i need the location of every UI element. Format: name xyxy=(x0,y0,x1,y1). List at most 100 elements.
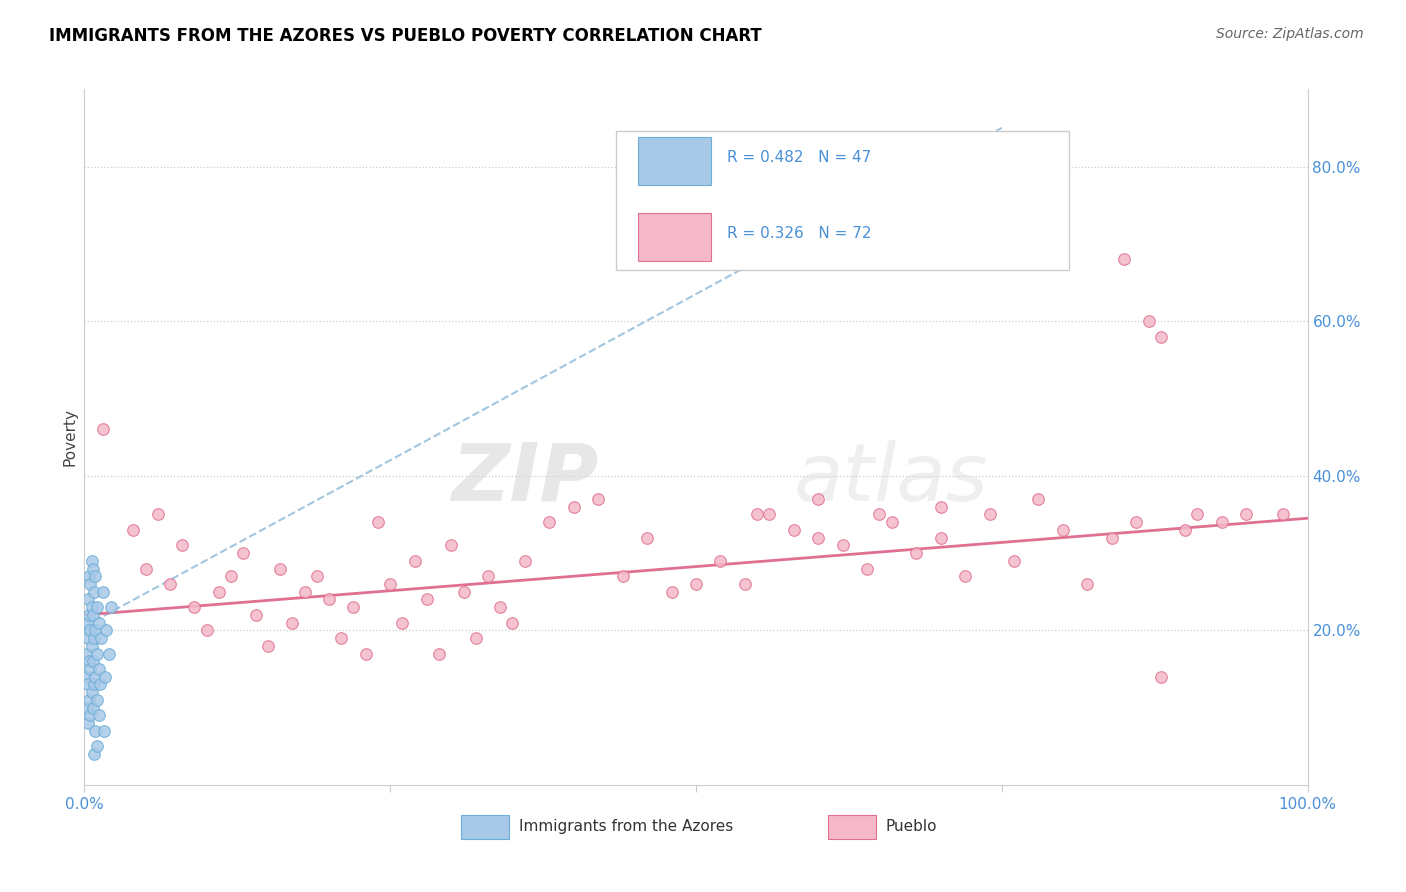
Point xyxy=(905,546,928,560)
Point xyxy=(82,607,104,622)
Point xyxy=(586,491,609,506)
Point xyxy=(77,716,100,731)
Point xyxy=(84,723,107,738)
Point xyxy=(91,584,114,599)
Point xyxy=(159,577,181,591)
Point xyxy=(84,624,107,638)
Point xyxy=(1187,508,1209,522)
Point xyxy=(86,600,108,615)
Point xyxy=(77,654,100,668)
Text: IMMIGRANTS FROM THE AZORES VS PUEBLO POVERTY CORRELATION CHART: IMMIGRANTS FROM THE AZORES VS PUEBLO POV… xyxy=(49,27,762,45)
Point xyxy=(807,531,830,545)
Point xyxy=(77,592,100,607)
Point xyxy=(83,631,105,645)
Point xyxy=(734,577,756,591)
Point xyxy=(183,600,205,615)
Point xyxy=(330,631,353,645)
Point xyxy=(416,592,439,607)
Point xyxy=(391,615,413,630)
FancyBboxPatch shape xyxy=(616,131,1069,270)
Point xyxy=(1052,523,1074,537)
Text: R = 0.482   N = 47: R = 0.482 N = 47 xyxy=(727,150,870,165)
Point xyxy=(294,584,316,599)
Point xyxy=(979,508,1001,522)
Text: ZIP: ZIP xyxy=(451,440,598,518)
Point xyxy=(208,584,231,599)
Point xyxy=(77,677,100,691)
Point xyxy=(79,577,101,591)
Point xyxy=(661,584,683,599)
Point xyxy=(77,607,100,622)
Point xyxy=(880,515,903,529)
Point xyxy=(1002,554,1025,568)
Point xyxy=(94,670,117,684)
Point xyxy=(77,569,100,583)
Point xyxy=(354,647,377,661)
Point xyxy=(953,569,976,583)
Point xyxy=(77,693,100,707)
Point xyxy=(83,677,105,691)
Point xyxy=(83,747,105,761)
Point xyxy=(427,647,450,661)
Point xyxy=(807,491,830,506)
Point xyxy=(747,508,769,522)
Point xyxy=(869,508,891,522)
Point xyxy=(831,538,853,552)
Point xyxy=(219,569,242,583)
Point xyxy=(1236,508,1258,522)
Point xyxy=(122,523,145,537)
Point xyxy=(77,631,100,645)
Point xyxy=(172,538,194,552)
Point xyxy=(1174,523,1197,537)
Point xyxy=(513,554,536,568)
Point xyxy=(440,538,463,552)
Point xyxy=(709,554,731,568)
Point xyxy=(87,615,110,630)
Point xyxy=(1101,531,1123,545)
Point xyxy=(82,700,104,714)
Point xyxy=(929,531,952,545)
Point xyxy=(1150,329,1173,343)
Point xyxy=(97,647,120,661)
Point xyxy=(380,577,402,591)
Point xyxy=(538,515,561,529)
Point xyxy=(82,561,104,575)
Point xyxy=(245,607,267,622)
Point xyxy=(76,700,98,714)
Point xyxy=(146,508,169,522)
Point xyxy=(89,677,111,691)
Point xyxy=(87,662,110,676)
Point xyxy=(135,561,157,575)
Point xyxy=(685,577,707,591)
Point xyxy=(477,569,499,583)
Point xyxy=(281,615,304,630)
Text: R = 0.326   N = 72: R = 0.326 N = 72 xyxy=(727,227,872,242)
Point xyxy=(562,500,585,514)
FancyBboxPatch shape xyxy=(638,213,710,261)
Point xyxy=(80,639,103,653)
Point xyxy=(79,624,101,638)
Point xyxy=(96,624,118,638)
Point xyxy=(1028,491,1050,506)
Point xyxy=(783,523,806,537)
Point xyxy=(1076,577,1098,591)
Point xyxy=(82,654,104,668)
Point xyxy=(1125,515,1147,529)
Point xyxy=(305,569,328,583)
Y-axis label: Poverty: Poverty xyxy=(62,408,77,467)
Point xyxy=(86,739,108,754)
Point xyxy=(80,554,103,568)
Point xyxy=(1211,515,1233,529)
Point xyxy=(404,554,426,568)
Point xyxy=(80,600,103,615)
Point xyxy=(502,615,524,630)
Point xyxy=(195,624,218,638)
Text: Pueblo: Pueblo xyxy=(886,819,936,834)
Point xyxy=(76,615,98,630)
Point xyxy=(453,584,475,599)
Point xyxy=(75,670,97,684)
Text: Source: ZipAtlas.com: Source: ZipAtlas.com xyxy=(1216,27,1364,41)
Point xyxy=(1137,314,1160,328)
Text: atlas: atlas xyxy=(794,440,988,518)
Point xyxy=(1114,252,1136,267)
